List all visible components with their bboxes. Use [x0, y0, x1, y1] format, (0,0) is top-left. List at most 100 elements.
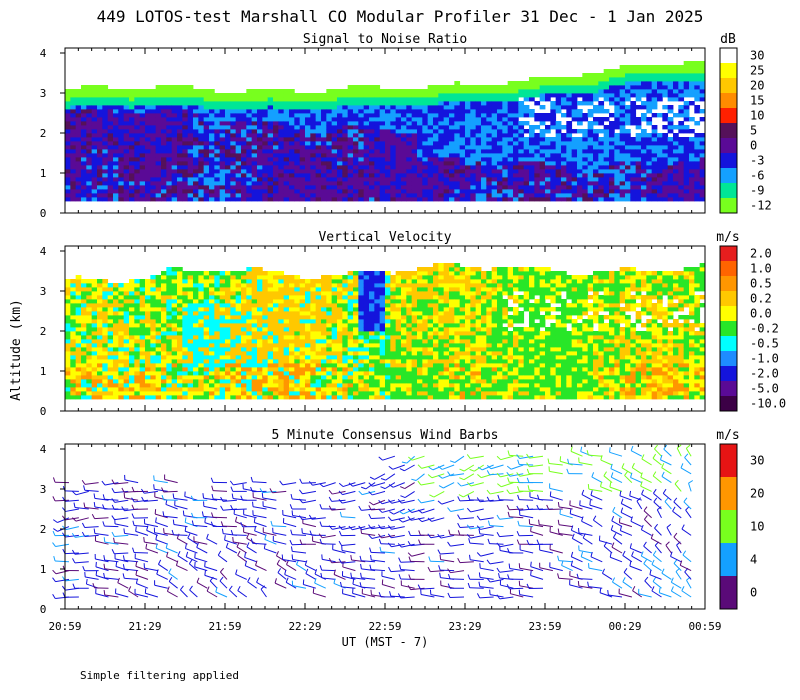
snr-cell: [646, 149, 653, 154]
snr-cell: [449, 141, 455, 146]
snr-cell: [209, 93, 215, 98]
velocity-cell: [251, 319, 258, 324]
snr-cell: [555, 153, 562, 158]
snr-cell: [86, 181, 93, 186]
snr-cell: [646, 173, 653, 178]
snr-cell: [577, 165, 583, 170]
velocity-cell: [97, 367, 103, 372]
snr-cell: [406, 101, 413, 106]
snr-cell: [166, 173, 173, 178]
snr-cell: [443, 89, 450, 94]
snr-cell: [577, 193, 583, 198]
snr-cell: [129, 109, 135, 114]
snr-cell: [347, 157, 354, 162]
snr-cell: [561, 193, 567, 198]
velocity-cell: [139, 351, 146, 356]
snr-cell: [214, 145, 221, 150]
snr-cell: [166, 161, 173, 166]
snr-cell: [406, 169, 413, 174]
velocity-cell: [219, 315, 226, 320]
snr-cell: [470, 141, 477, 146]
snr-cell: [523, 129, 530, 134]
velocity-cell: [214, 299, 221, 304]
snr-cell: [406, 121, 413, 126]
velocity-cell: [225, 395, 231, 400]
velocity-cell: [273, 379, 279, 384]
snr-cell: [465, 161, 471, 166]
snr-cell: [523, 149, 530, 154]
velocity-cell: [278, 375, 285, 380]
snr-cell: [374, 105, 381, 110]
snr-cell: [486, 133, 493, 138]
snr-cell: [81, 85, 87, 90]
velocity-cell: [70, 371, 77, 376]
snr-cell: [214, 149, 221, 154]
velocity-cell: [257, 395, 263, 400]
snr-cell: [587, 137, 594, 142]
snr-cell: [667, 105, 674, 110]
snr-cell: [598, 105, 605, 110]
snr-cell: [321, 177, 327, 182]
velocity-cell: [150, 367, 157, 372]
velocity-cell: [91, 331, 98, 336]
velocity-cell: [97, 295, 103, 300]
snr-cell: [385, 149, 391, 154]
velocity-cell: [107, 335, 114, 340]
snr-cell: [545, 97, 551, 102]
velocity-cell: [182, 395, 189, 400]
snr-cell: [481, 157, 487, 162]
velocity-cell: [118, 343, 125, 348]
snr-cell: [417, 109, 423, 114]
snr-cell: [278, 153, 285, 158]
snr-cell: [299, 193, 306, 198]
snr-cell: [507, 161, 514, 166]
velocity-cell: [203, 307, 210, 312]
snr-cell: [257, 189, 263, 194]
snr-cell: [502, 161, 509, 166]
velocity-cell: [278, 315, 285, 320]
snr-cell: [65, 125, 71, 130]
snr-cell: [603, 133, 610, 138]
snr-cell: [97, 153, 103, 158]
velocity-cell: [118, 391, 125, 396]
snr-cell: [651, 193, 658, 198]
snr-cell: [449, 157, 455, 162]
snr-cell: [326, 169, 333, 174]
snr-cell: [497, 129, 503, 134]
velocity-cell: [182, 339, 189, 344]
velocity-cell: [139, 319, 146, 324]
velocity-cell: [171, 395, 178, 400]
snr-cell: [438, 105, 445, 110]
velocity-cell: [81, 339, 87, 344]
velocity-cell: [241, 343, 247, 348]
snr-cell: [102, 133, 109, 138]
snr-cell: [566, 81, 573, 86]
snr-cell: [369, 113, 375, 118]
snr-cell: [545, 157, 551, 162]
velocity-cell: [305, 359, 311, 364]
snr-cell: [230, 133, 237, 138]
snr-cell: [75, 181, 82, 186]
snr-cell: [619, 197, 626, 202]
snr-cell: [331, 157, 338, 162]
snr-cell: [641, 113, 647, 118]
snr-cell: [518, 141, 525, 146]
snr-cell: [481, 141, 487, 146]
snr-cell: [678, 85, 685, 90]
snr-cell: [438, 121, 445, 126]
snr-cell: [75, 177, 82, 182]
snr-cell: [603, 97, 610, 102]
snr-cell: [379, 117, 386, 122]
velocity-cell: [267, 287, 274, 292]
snr-cell: [230, 193, 237, 198]
snr-cell: [294, 129, 301, 134]
snr-cell: [470, 157, 477, 162]
velocity-cell: [278, 303, 285, 308]
velocity-cell: [177, 379, 183, 384]
snr-cell: [182, 189, 189, 194]
snr-cell: [315, 101, 322, 106]
snr-cell: [486, 121, 493, 126]
snr-cell: [379, 149, 386, 154]
snr-cell: [593, 197, 599, 202]
velocity-cell: [241, 379, 247, 384]
